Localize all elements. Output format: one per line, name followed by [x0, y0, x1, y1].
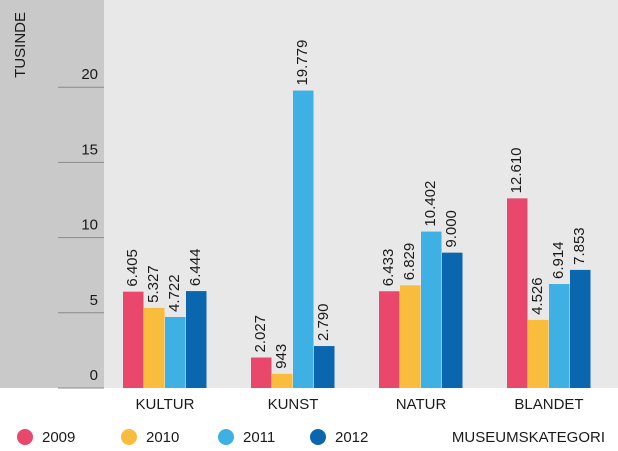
- value-label: 943: [273, 344, 290, 369]
- x-tick-label: NATUR: [396, 396, 447, 413]
- bar: [144, 307, 165, 388]
- bar: [272, 373, 293, 388]
- value-label: 6.829: [401, 243, 418, 281]
- bar: [186, 291, 207, 388]
- bar: [528, 319, 549, 388]
- legend-marker: [218, 429, 234, 445]
- bar: [123, 291, 144, 388]
- legend-label: 2010: [146, 429, 179, 446]
- x-tick-label: KULTUR: [136, 396, 195, 413]
- bar: [507, 198, 528, 388]
- bar: [379, 291, 400, 388]
- bar: [549, 284, 570, 388]
- value-label: 12.610: [508, 147, 525, 193]
- bar: [165, 316, 186, 388]
- legend-label: 2009: [42, 429, 75, 446]
- value-label: 6.914: [550, 241, 567, 279]
- bar: [442, 252, 463, 388]
- legend-label: 2012: [335, 429, 368, 446]
- bar: [421, 231, 442, 388]
- y-tick-label: 5: [90, 292, 98, 309]
- value-label: 19.779: [294, 40, 311, 86]
- legend-marker: [121, 429, 137, 445]
- value-label: 6.405: [124, 249, 141, 287]
- axis-panel: [0, 0, 104, 388]
- value-label: 6.433: [380, 249, 397, 287]
- legend-marker: [310, 429, 326, 445]
- bar: [570, 269, 591, 388]
- value-label: 2.027: [252, 315, 269, 353]
- value-label: 7.853: [571, 227, 588, 265]
- legend-label: 2011: [243, 429, 275, 446]
- bar: [314, 346, 335, 388]
- x-tick-label: KUNST: [268, 396, 319, 413]
- bar: [400, 285, 421, 388]
- y-tick-label: 20: [81, 66, 98, 83]
- value-label: 9.000: [443, 210, 460, 248]
- value-label: 5.327: [145, 265, 162, 303]
- y-tick-label: 15: [81, 141, 98, 158]
- bar: [251, 357, 272, 388]
- value-label: 4.722: [166, 274, 183, 312]
- y-tick-label: 0: [90, 367, 98, 384]
- value-label: 6.444: [187, 249, 204, 287]
- bar: [293, 90, 314, 388]
- value-label: 4.526: [529, 277, 546, 315]
- x-tick-label: BLANDET: [514, 396, 583, 413]
- legend-marker: [17, 429, 33, 445]
- y-axis-title: TUSINDE: [12, 12, 29, 78]
- x-axis-title: MUSEUMSKATEGORI: [452, 429, 605, 446]
- value-label: 10.402: [422, 181, 439, 227]
- y-tick-label: 10: [81, 217, 98, 234]
- value-label: 2.790: [315, 303, 332, 341]
